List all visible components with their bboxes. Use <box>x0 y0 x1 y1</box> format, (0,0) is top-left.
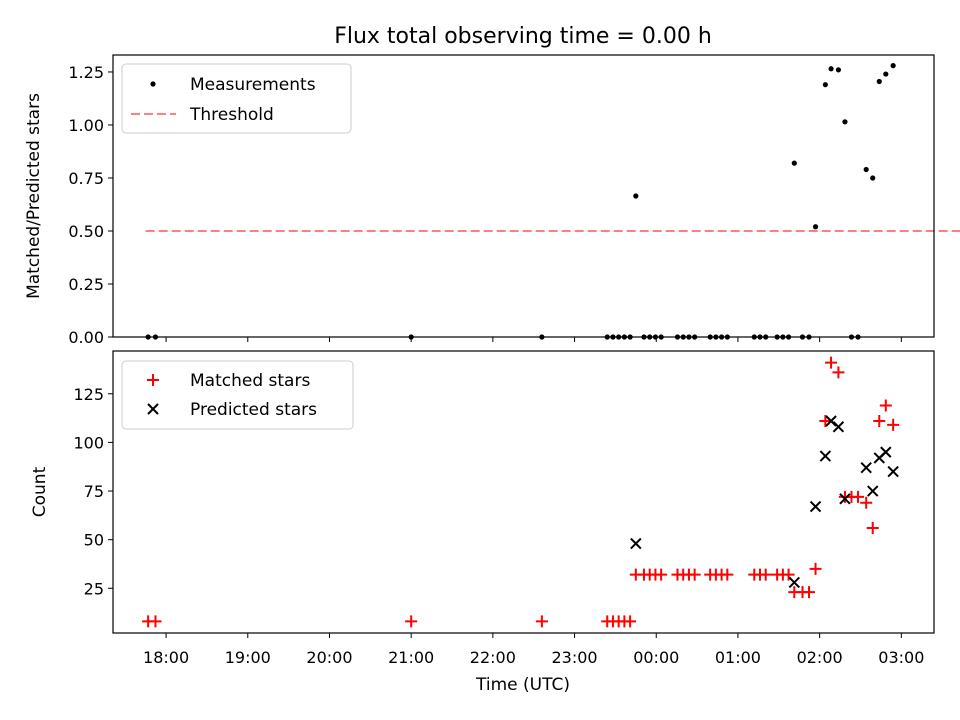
x-tick-label: 03:00 <box>878 648 924 667</box>
top-panel: 0.00 0.25 0.50 0.75 1.00 1.25 Matched/Predict… <box>24 54 960 347</box>
top-x-axis <box>165 337 902 342</box>
bottom-plot-area <box>142 356 900 628</box>
predicted-star-point <box>832 421 845 433</box>
top-y-tick-label: 0.50 <box>68 222 104 241</box>
measurement-point <box>876 78 882 85</box>
x-axis-label: Time (UTC) <box>475 675 570 695</box>
x-tick-label: 22:00 <box>470 648 516 667</box>
legend-measurements-marker <box>150 81 156 87</box>
matched-star-point <box>759 568 772 581</box>
x-tick-label: 21:00 <box>388 648 434 667</box>
bottom-legend: Matched stars Predicted stars <box>121 360 354 430</box>
matched-star-point <box>866 521 879 534</box>
bottom-y-tick-label: 50 <box>84 531 104 550</box>
x-tick-label: 19:00 <box>225 648 271 667</box>
measurement-point <box>842 119 848 125</box>
matched-star-point <box>852 490 865 503</box>
bottom-y-tick-label: 100 <box>73 433 104 452</box>
top-y-axis: 0.00 0.25 0.50 0.75 1.00 1.25 <box>68 63 113 347</box>
top-legend: Measurements Threshold <box>121 63 352 134</box>
legend-threshold-label: Threshold <box>189 105 274 125</box>
matched-star-point <box>721 568 734 581</box>
bottom-y-axis: 25 50 75 100 125 <box>73 385 113 598</box>
top-y-tick-label: 0.00 <box>68 328 104 347</box>
matched-star-point <box>819 415 832 428</box>
matched-star-point <box>405 615 418 628</box>
matched-star-point <box>832 366 845 379</box>
predicted-star-point <box>788 576 801 589</box>
matched-star-point <box>825 356 838 369</box>
matched-star-point <box>879 399 892 412</box>
top-legend-box <box>121 63 352 134</box>
top-y-tick-label: 1.25 <box>68 63 104 82</box>
matched-star-point <box>873 415 886 428</box>
bottom-panel: 25 50 75 100 125 18:00 19:00 20:00 21:00 22:00 23… <box>30 350 935 695</box>
predicted-star-point <box>825 415 837 427</box>
x-tick-label: 00:00 <box>633 648 679 667</box>
predicted-star-point <box>887 465 899 478</box>
legend-predicted-marker <box>147 403 159 415</box>
matched-star-point <box>624 615 637 628</box>
matched-star-point <box>803 586 816 599</box>
measurement-point <box>863 166 869 173</box>
x-tick-label: 02:00 <box>797 648 843 667</box>
chart-title: Flux total observing time = 0.00 h <box>334 24 712 49</box>
measurement-point <box>883 71 889 77</box>
x-tick-label: 20:00 <box>306 648 352 667</box>
matched-star-point <box>149 615 162 628</box>
matched-star-point <box>860 496 873 509</box>
measurement-point <box>812 224 819 230</box>
top-y-tick-label: 0.75 <box>68 169 104 188</box>
bottom-legend-box <box>121 360 354 430</box>
predicted-star-point <box>867 485 879 497</box>
matched-star-point <box>655 568 668 581</box>
bottom-y-tick-label: 125 <box>73 385 104 404</box>
matched-star-point <box>887 418 900 431</box>
top-y-tick-label: 0.25 <box>68 275 104 294</box>
predicted-star-point <box>839 493 851 505</box>
bottom-axes-frame <box>112 350 935 634</box>
legend-measurements-label: Measurements <box>190 75 316 95</box>
predicted-star-point <box>819 450 832 462</box>
measurement-point <box>835 67 842 73</box>
predicted-star-point <box>860 461 872 474</box>
matched-star-point <box>535 615 548 628</box>
measurement-point <box>791 160 797 166</box>
measurement-point <box>822 82 828 88</box>
bottom-x-axis: 18:00 19:00 20:00 21:00 22:00 23:00 00:00 01:00… <box>143 633 924 667</box>
measurement-point <box>890 63 896 69</box>
predicted-star-point <box>630 537 642 550</box>
legend-matched-label: Matched stars <box>190 371 310 391</box>
matched-star-point <box>688 568 701 581</box>
matched-star-point <box>782 568 795 581</box>
top-y-tick-label: 1.00 <box>68 116 104 135</box>
legend-matched-marker <box>147 374 159 386</box>
x-tick-label: 01:00 <box>715 648 761 667</box>
bottom-y-axis-label: Count <box>30 466 50 517</box>
x-tick-label: 18:00 <box>143 648 189 667</box>
bottom-y-tick-label: 75 <box>84 482 104 501</box>
matched-star-point <box>809 562 822 575</box>
measurement-point <box>870 175 876 181</box>
x-tick-label: 23:00 <box>552 648 598 667</box>
measurement-point <box>633 193 639 199</box>
predicted-star-point <box>809 500 822 513</box>
bottom-y-tick-label: 25 <box>84 579 104 598</box>
legend-predicted-label: Predicted stars <box>190 400 317 420</box>
top-y-axis-label: Matched/Predicted stars <box>24 93 44 299</box>
top-axes-frame <box>112 54 935 338</box>
predicted-star-point <box>880 446 892 458</box>
measurement-point <box>828 66 834 72</box>
